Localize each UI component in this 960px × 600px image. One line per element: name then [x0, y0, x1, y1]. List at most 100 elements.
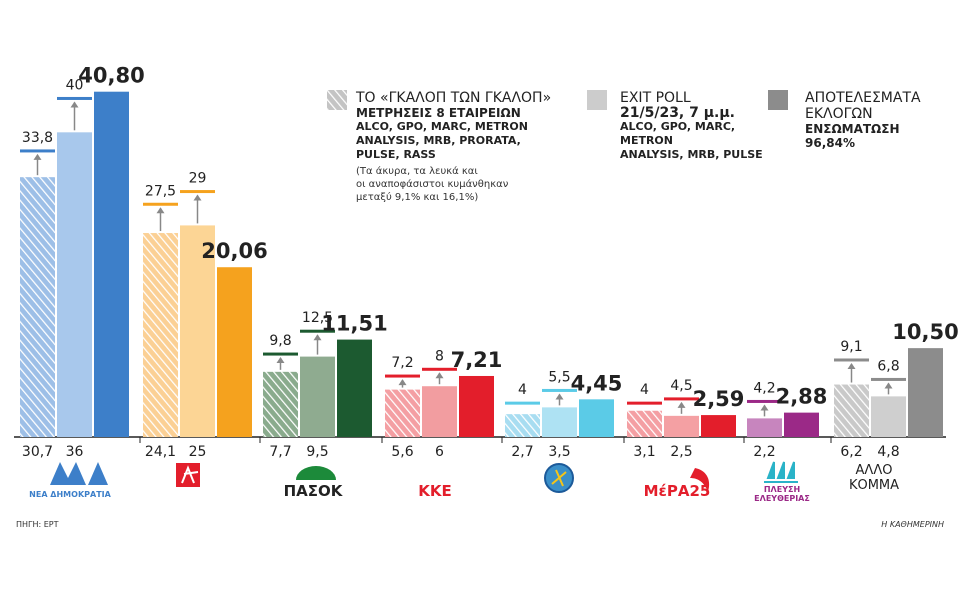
- legend-results: ΑΠΟΤΕΛΕΣΜΑΤΑ ΕΚΛΟΓΩΝ ΕΝΣΩΜΑΤΩΣΗ 96,84%: [805, 90, 950, 150]
- low-label: 3,1: [633, 444, 655, 460]
- value-label: 11,51: [321, 312, 387, 336]
- legend-label: ΑΠΟΤΕΛΕΣΜΑΤΑ ΕΚΛΟΓΩΝ: [805, 90, 921, 122]
- high-label: 40: [66, 77, 84, 93]
- range-high-marker: [871, 377, 906, 381]
- range-arrowhead: [884, 382, 893, 389]
- range-arrowhead: [156, 207, 165, 214]
- logos: [50, 461, 798, 493]
- low-label: 9,5: [306, 444, 328, 460]
- range-high-marker: [627, 401, 662, 405]
- low-label: 3,5: [548, 444, 570, 460]
- category-label: ΠΛΕΥΣΗ ΕΛΕΥΘΕΡΙΑΣ: [754, 485, 810, 503]
- value-label: 20,06: [201, 239, 267, 263]
- publisher: Η ΚΑΘΗΜΕΡΙΝΗ: [881, 520, 944, 529]
- result-bar: [908, 348, 943, 437]
- range-high-marker: [747, 399, 782, 403]
- high-label: 29: [189, 171, 207, 187]
- range-high-marker: [834, 358, 869, 362]
- legend-swatch: [768, 90, 788, 110]
- legend-note: (Τα άκυρα, τα λευκά και: [356, 166, 478, 177]
- legend-detail: ANALYSIS, MRB, PULSE: [620, 148, 763, 161]
- logo-syriza-mark: [181, 465, 199, 484]
- range-high-marker: [20, 149, 55, 153]
- range-low-bar: [664, 415, 699, 437]
- high-label: 4,2: [753, 380, 775, 396]
- high-label: 5,5: [548, 369, 570, 385]
- high-label: 12,5: [302, 310, 333, 326]
- low-label: 24,1: [145, 444, 176, 460]
- value-label: 2,88: [776, 385, 828, 409]
- range-low-bar: [627, 410, 662, 437]
- range-low-bar: [300, 356, 335, 437]
- legend-swatch: [587, 90, 607, 110]
- result-bar: [217, 267, 252, 437]
- result-bar: [701, 415, 736, 437]
- range-low-bar: [871, 396, 906, 437]
- range-arrowhead: [70, 101, 79, 108]
- legend-label: EXIT POLL: [620, 90, 691, 106]
- legend-detail: PULSE, RASS: [356, 148, 436, 161]
- high-label: 9,1: [840, 339, 862, 355]
- high-label: 4: [518, 382, 527, 398]
- category-label: ΚΚΕ: [418, 482, 452, 500]
- low-label: 30,7: [22, 444, 53, 460]
- logo-nd: [50, 462, 108, 485]
- value-label: 10,50: [892, 320, 958, 344]
- range-low-bar: [180, 225, 215, 437]
- low-label: 5,6: [391, 444, 413, 460]
- legend-exit: EXIT POLL 21/5/23, 7 μ.μ. ALCO, GPO, MAR…: [620, 90, 780, 162]
- range-high-marker: [385, 374, 420, 378]
- logo-plefsi: [764, 461, 798, 483]
- range-low-bar: [747, 418, 782, 437]
- legend-poll: ΤΟ «ΓΚΑΛΟΠ ΤΩΝ ΓΚΑΛΟΠ» ΜΕΤΡΗΣΕΙΣ 8 ΕΤΑΙΡ…: [356, 90, 586, 204]
- logo-pasok: [296, 466, 336, 480]
- high-label: 4: [640, 382, 649, 398]
- high-label: 6,8: [877, 358, 899, 374]
- range-high-marker: [505, 401, 540, 405]
- range-high-marker: [180, 190, 215, 194]
- legend-subtitle: 21/5/23, 7 μ.μ.: [620, 105, 735, 121]
- legend-detail: ALCO, GPO, MARC, METRON: [356, 120, 528, 133]
- range-high-marker: [57, 96, 92, 100]
- legend-subtitle: ΕΝΣΩΜΑΤΩΣΗ 96,84%: [805, 122, 900, 150]
- result-bar: [94, 91, 129, 437]
- range-arrowhead: [555, 393, 564, 400]
- low-label: 2,7: [511, 444, 533, 460]
- high-label: 7,2: [391, 355, 413, 371]
- range-high-marker: [143, 202, 178, 206]
- range-arrowhead: [398, 379, 407, 386]
- legend-note: μεταξύ 9,1% και 16,1%): [356, 192, 479, 203]
- range-high-marker: [422, 367, 457, 371]
- range-low-bar: [143, 233, 178, 437]
- logo-niki-mark: [551, 469, 567, 487]
- high-label: 8: [435, 348, 444, 364]
- category-label: ΝΕΑ ΔΗΜΟΚΡΑΤΙΑ: [29, 490, 111, 499]
- category-label: ΠΑΣΟΚ: [283, 482, 343, 500]
- range-low-bar: [834, 384, 869, 437]
- range-high-marker: [263, 352, 298, 356]
- range-arrowhead: [435, 372, 444, 379]
- legend-swatch: [327, 90, 347, 110]
- range-arrowhead: [847, 362, 856, 369]
- range-low-bar: [385, 389, 420, 437]
- low-label: 4,8: [877, 444, 899, 460]
- high-label: 4,5: [670, 378, 692, 394]
- range-low-bar: [57, 132, 92, 437]
- value-label: 4,45: [571, 371, 623, 395]
- range-high-marker: [664, 397, 699, 401]
- range-arrowhead: [193, 194, 202, 201]
- result-bar: [459, 375, 494, 437]
- range-arrowhead: [760, 404, 769, 411]
- range-low-bar: [505, 414, 540, 437]
- high-label: 9,8: [269, 333, 291, 349]
- range-high-marker: [542, 388, 577, 392]
- low-label: 2,2: [753, 444, 775, 460]
- range-arrowhead: [33, 153, 42, 160]
- legend-note: οι αναποφάσιστοι κυμάνθηκαν: [356, 179, 509, 190]
- range-high-marker: [300, 329, 335, 333]
- range-low-bar: [263, 371, 298, 437]
- range-arrowhead: [677, 401, 686, 408]
- range-arrowhead: [313, 334, 322, 341]
